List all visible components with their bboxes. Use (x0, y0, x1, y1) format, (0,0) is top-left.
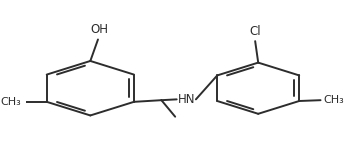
Text: CH₃: CH₃ (0, 97, 21, 107)
Text: HN: HN (178, 93, 196, 106)
Text: OH: OH (91, 23, 109, 36)
Text: Cl: Cl (249, 25, 261, 38)
Text: CH₃: CH₃ (324, 95, 344, 105)
